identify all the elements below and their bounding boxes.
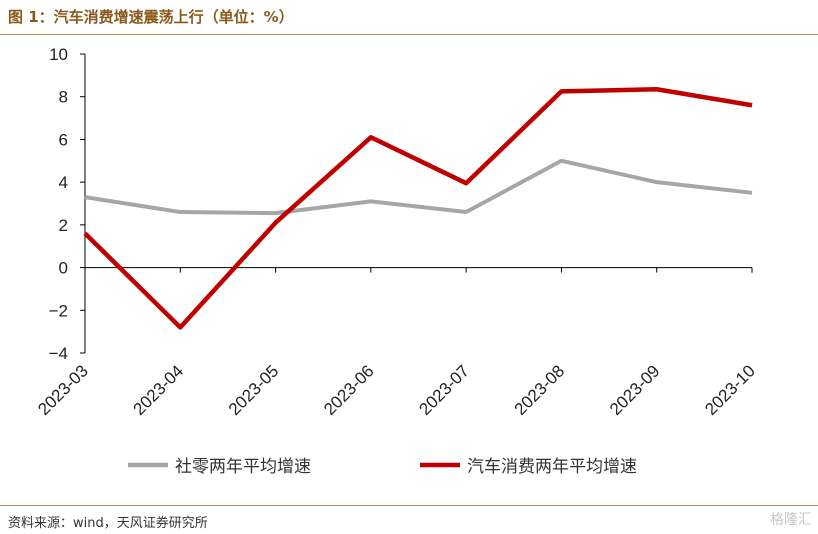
y-tick-label: 6 [59,130,68,149]
y-axis-ticks: 10 8 6 4 2 0 −2 −4 [49,45,85,363]
x-tick-label: 2023-07 [415,361,473,419]
y-tick-label: 2 [59,216,68,235]
y-tick-label: 10 [49,45,68,64]
top-divider [0,34,818,35]
chart-axes [84,54,752,353]
x-tick-label: 2023-04 [130,361,188,419]
y-tick-label: 8 [59,88,68,107]
x-tick-label: 2023-08 [511,361,569,419]
line-chart: 10 8 6 4 2 0 −2 −4 2023-03 2023-04 2023-05 2023-06… [34,45,759,477]
x-tick-label: 2023-06 [320,361,378,419]
x-tick-label: 2023-03 [34,361,92,419]
source-note: 资料来源：wind，天风证券研究所 [8,516,208,531]
x-tick-label: 2023-10 [701,361,759,419]
y-tick-label: −4 [49,344,68,363]
watermark-logo: 格隆汇 [770,512,812,528]
legend-label: 社零两年平均增速 [175,457,311,477]
x-tick-label: 2023-05 [225,361,283,419]
y-tick-label: 4 [59,173,68,192]
chart-legend: 社零两年平均增速 汽车消费两年平均增速 [128,457,637,477]
chart-title: 图 1：汽车消费增速震荡上行（单位：%） [8,8,294,26]
series-line [83,86,753,330]
x-tick-label: 2023-09 [606,361,664,419]
legend-label: 汽车消费两年平均增速 [467,457,637,477]
chart-series [83,86,753,330]
series-line [84,158,753,216]
y-tick-label: −2 [49,301,68,320]
bottom-divider [0,505,818,506]
y-tick-label: 0 [59,259,68,278]
